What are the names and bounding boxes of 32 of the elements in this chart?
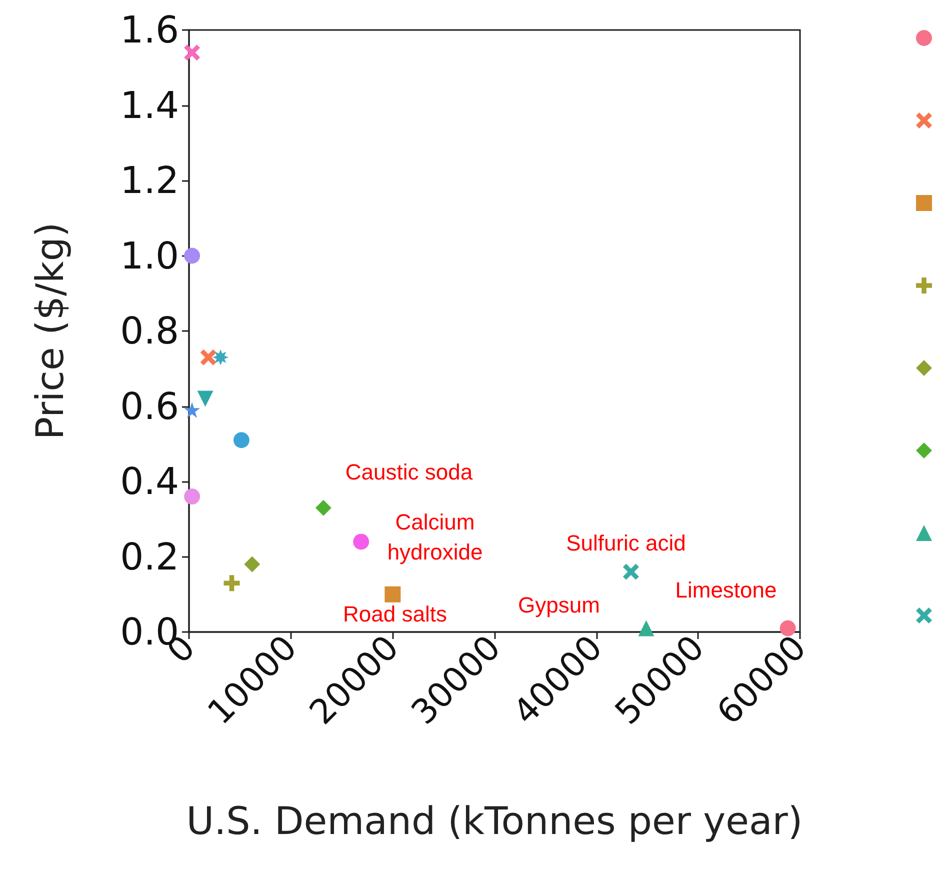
y-tick-label: 0.2 (120, 535, 179, 578)
point (184, 44, 200, 61)
y-tick-label: 1.6 (120, 8, 179, 52)
point (315, 500, 332, 516)
annotation: Road salts (343, 602, 447, 626)
y-tick-label: 0.8 (120, 310, 179, 352)
y-tick-label: 0.4 (120, 460, 179, 503)
y-axis-title: Price ($/kg) (28, 222, 72, 440)
point (184, 248, 200, 264)
point (622, 564, 639, 580)
annotation: Gypsum (518, 592, 600, 618)
annotation: Limestone (675, 578, 777, 602)
point (197, 390, 214, 407)
y-tick-label: 1.2 (120, 159, 179, 202)
point (224, 575, 240, 592)
point (780, 620, 796, 636)
annotation: Caustic soda (345, 460, 474, 484)
annotation: Sulfuric acid (566, 530, 686, 556)
point (184, 402, 200, 418)
point (184, 488, 200, 505)
y-tick-label: 1.4 (120, 84, 179, 127)
point (384, 586, 401, 602)
x-axis-title: U.S. Demand (kTonnes per year) (186, 799, 803, 843)
annotation: Calcium hydroxide (387, 510, 483, 564)
point (233, 432, 250, 448)
point (212, 349, 229, 366)
point (200, 349, 216, 366)
y-tick-label: 1.0 (120, 234, 179, 278)
point (353, 534, 370, 550)
point (244, 556, 260, 572)
point (638, 620, 654, 636)
y-tick-label: 0.6 (120, 384, 179, 428)
